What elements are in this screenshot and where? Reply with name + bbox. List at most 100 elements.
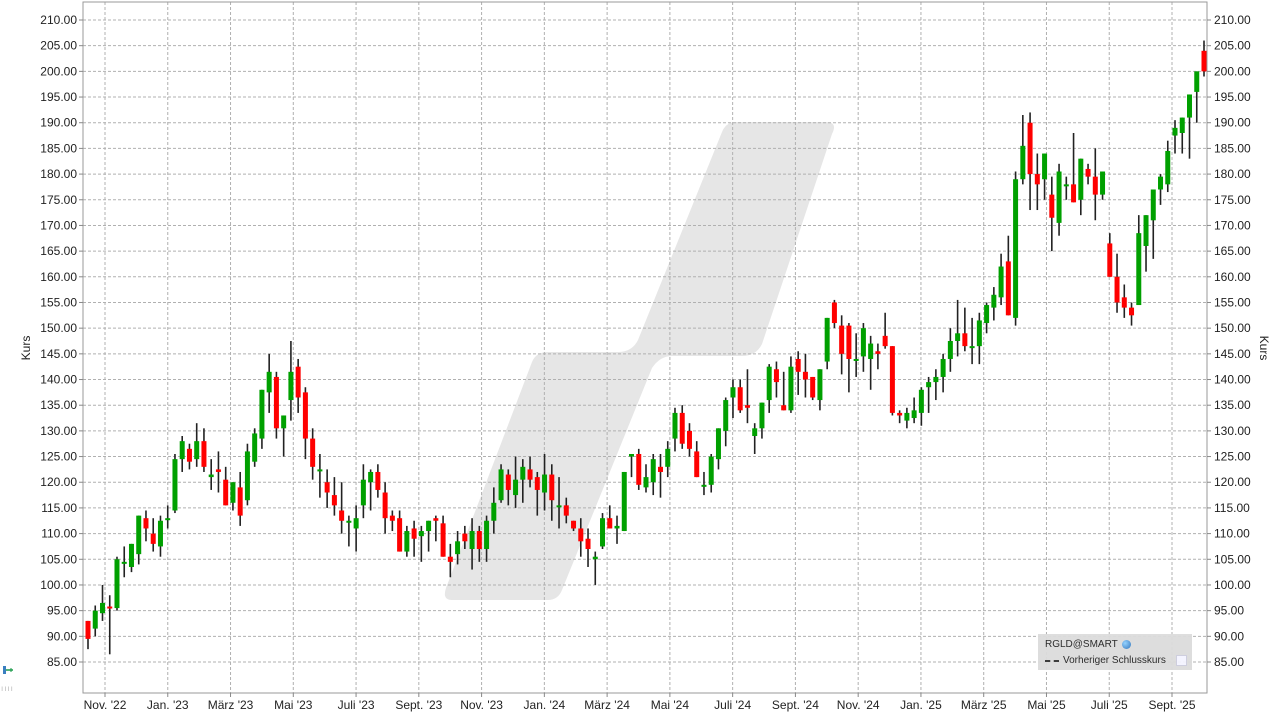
candle [723, 400, 729, 431]
x-tick-label: Nov. '23 [460, 698, 503, 712]
candle [1165, 150, 1171, 185]
candle [911, 410, 917, 419]
legend-series-row[interactable]: Vorheriger Schlusskurs [1045, 655, 1187, 666]
x-tick-label: Sept. '25 [1149, 698, 1196, 712]
candle [1136, 233, 1142, 306]
x-tick-label: Jan. '24 [524, 698, 566, 712]
y-tick-label: 155.00 [1214, 295, 1251, 309]
resize-grip[interactable]: ıııı [1, 684, 14, 693]
candle [527, 469, 533, 480]
candle [1100, 171, 1106, 195]
candle [882, 335, 888, 347]
x-tick-label: Mai '24 [651, 698, 690, 712]
candle [1085, 168, 1091, 177]
candle [1071, 184, 1077, 203]
y-tick-label: 195.00 [40, 90, 77, 104]
candle [1114, 276, 1120, 303]
y-tick-label: 130.00 [1214, 424, 1251, 438]
candle [317, 469, 323, 472]
candle [730, 387, 736, 398]
candle [165, 518, 171, 521]
candle [1005, 261, 1011, 316]
y-tick-label: 140.00 [40, 373, 77, 387]
y-tick-label: 175.00 [1214, 193, 1251, 207]
candle [498, 469, 504, 501]
globe-icon [1121, 640, 1131, 649]
candle [534, 477, 540, 490]
candle [701, 484, 707, 487]
candle [273, 376, 279, 429]
y-tick-label: 125.00 [1214, 450, 1251, 464]
y-tick-label: 105.00 [40, 552, 77, 566]
candle [281, 415, 287, 429]
y-tick-label: 160.00 [40, 270, 77, 284]
y-tick-label: 145.00 [40, 347, 77, 361]
x-tick-label: Juli '24 [714, 698, 751, 712]
candle [353, 518, 359, 529]
candle [969, 346, 975, 349]
candle [694, 451, 700, 478]
y-tick-label: 200.00 [40, 64, 77, 78]
candle [752, 428, 758, 437]
candle [563, 505, 569, 516]
candle [766, 366, 772, 401]
candle [1201, 50, 1207, 72]
x-tick-label: Nov. '24 [837, 698, 880, 712]
y-tick-label: 100.00 [1214, 578, 1251, 592]
candle [1187, 94, 1193, 118]
candles [85, 40, 1207, 655]
candle [92, 610, 98, 629]
y-tick-label: 100.00 [40, 578, 77, 592]
chart-legend[interactable]: RGLD@SMART Vorheriger Schlusskurs [1038, 634, 1192, 670]
y-tick-label: 170.00 [40, 218, 77, 232]
candle [259, 389, 265, 439]
y-axis-label-left: Kurs [19, 336, 33, 361]
candle [397, 518, 403, 552]
candle [194, 441, 200, 460]
y-tick-label: 95.00 [47, 604, 77, 618]
candle [1158, 176, 1164, 190]
y-tick-label: 180.00 [40, 167, 77, 181]
candle [592, 556, 598, 560]
series-toggle-checkbox[interactable] [1175, 655, 1187, 666]
y-tick-label: 140.00 [1214, 373, 1251, 387]
candle [288, 371, 294, 401]
candle [143, 518, 149, 529]
y-tick-label: 185.00 [1214, 141, 1251, 155]
candle [1129, 307, 1135, 316]
y-tick-label: 85.00 [1214, 655, 1244, 669]
candle [926, 382, 932, 388]
plot-area[interactable] [82, 1, 1208, 694]
x-tick-label: Nov. '22 [84, 698, 127, 712]
x-tick-label: Jan. '25 [900, 698, 942, 712]
candle [1121, 297, 1127, 308]
candle [665, 448, 671, 467]
crosshair-tool-icon[interactable] [2, 664, 14, 676]
x-tick-label: Juli '23 [338, 698, 375, 712]
x-tick-label: Jan. '23 [147, 698, 189, 712]
candle [868, 343, 874, 359]
candle [708, 456, 714, 485]
candle [157, 520, 163, 547]
candle [455, 541, 461, 555]
x-tick-label: März '24 [584, 698, 630, 712]
candle [331, 495, 337, 506]
candle [860, 328, 866, 357]
candle [904, 412, 910, 421]
y-tick-label: 125.00 [40, 450, 77, 464]
y-tick-label: 155.00 [40, 295, 77, 309]
candle [302, 392, 308, 439]
x-tick-label: März '25 [961, 698, 1007, 712]
candle [484, 520, 490, 550]
candle [759, 402, 765, 429]
candle [1049, 194, 1055, 218]
candle [360, 479, 366, 506]
candle [955, 333, 961, 341]
candle [295, 366, 301, 398]
x-tick-label: Sept. '23 [395, 698, 442, 712]
candle [897, 412, 903, 416]
y-tick-label: 90.00 [47, 629, 77, 643]
candle [542, 474, 548, 493]
candle [788, 366, 794, 411]
